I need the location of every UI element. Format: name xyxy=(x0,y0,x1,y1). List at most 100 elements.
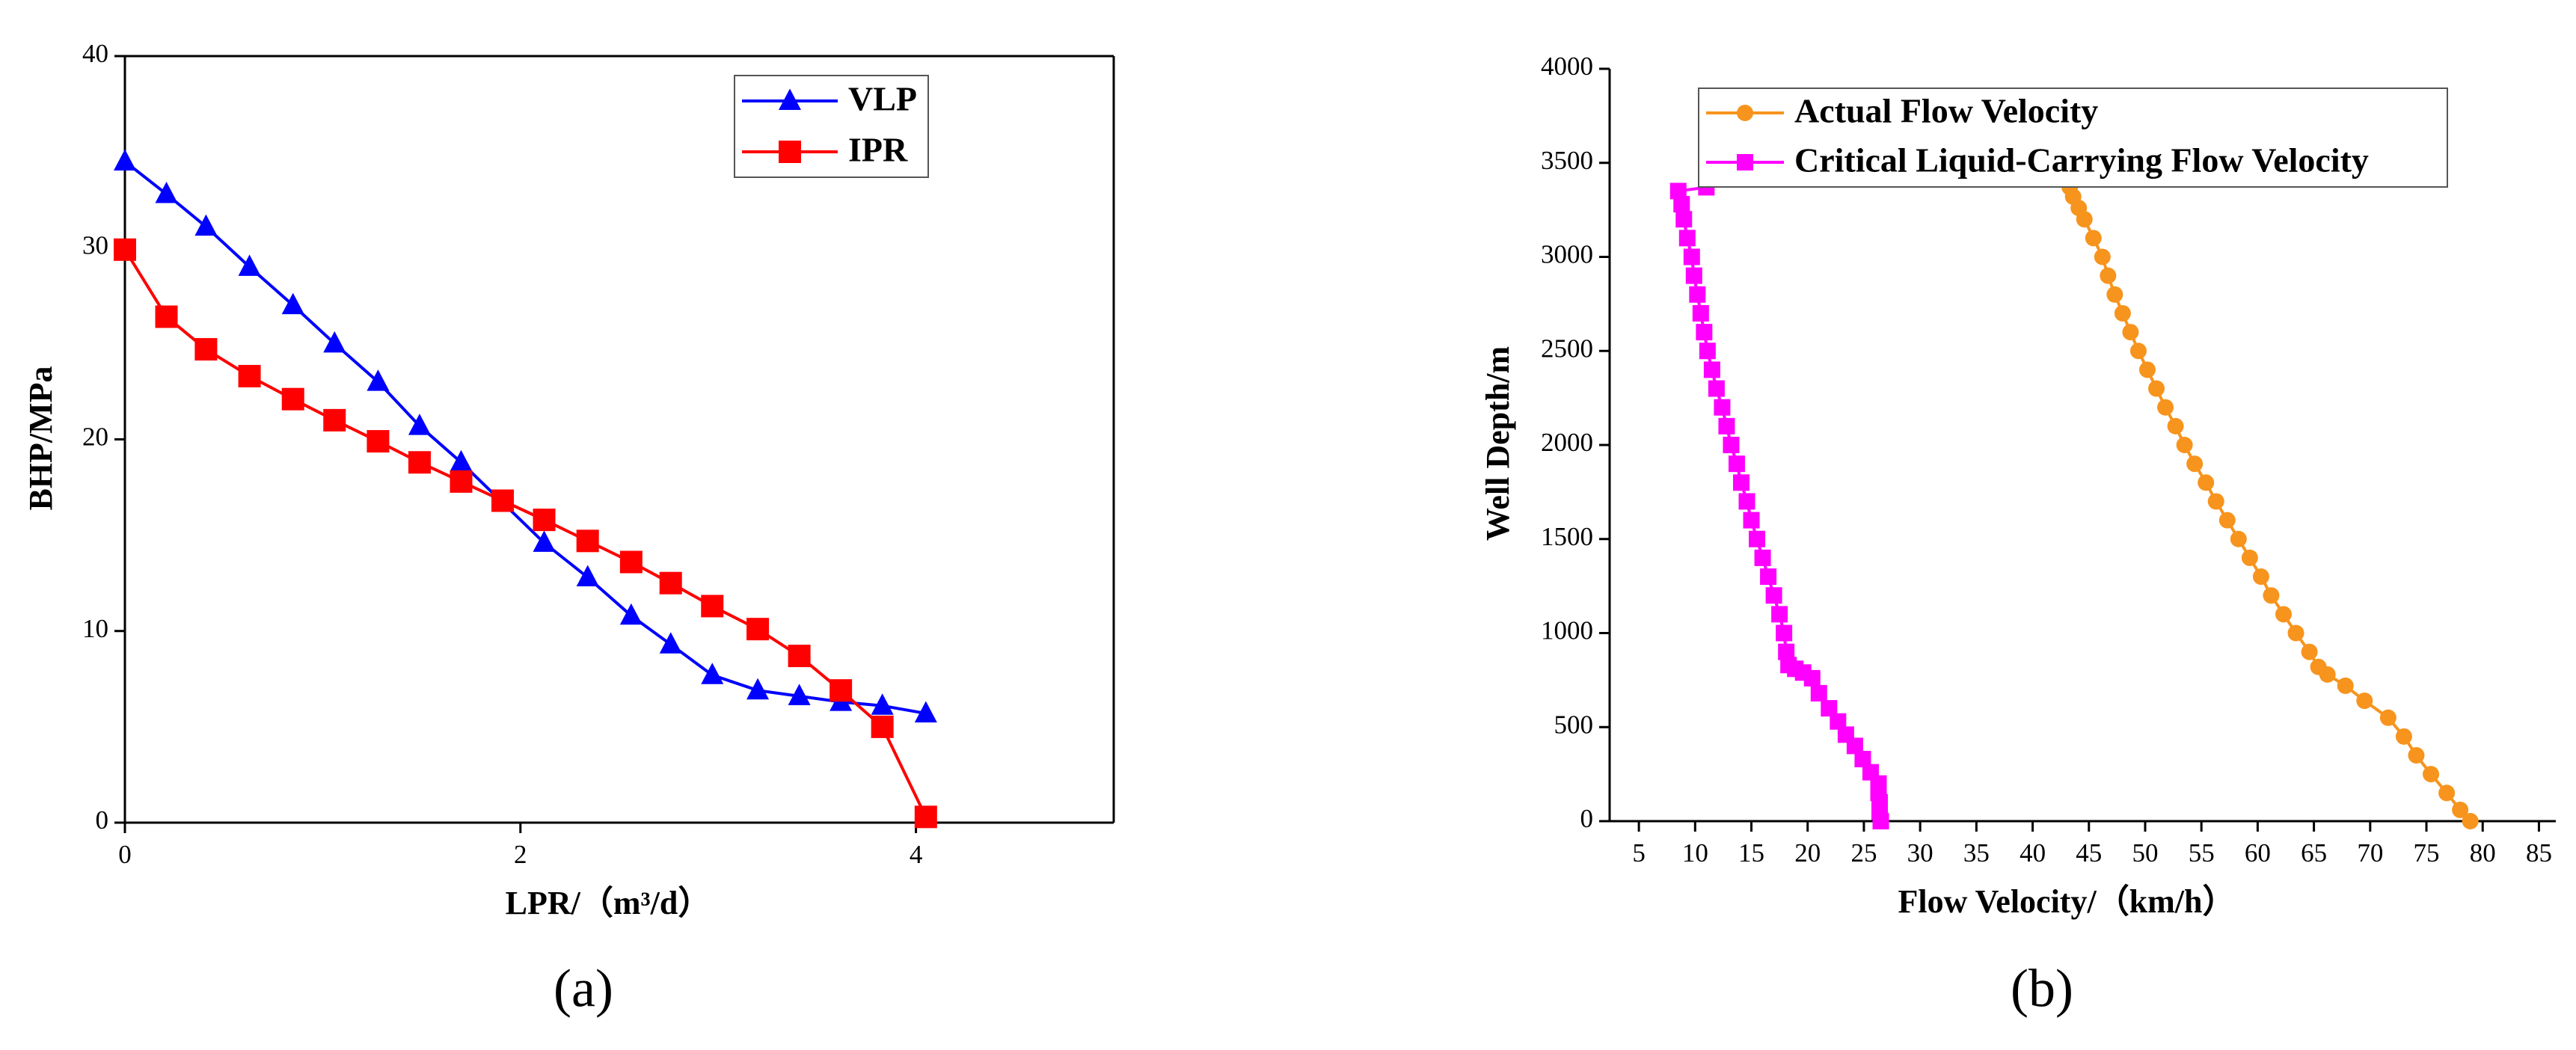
chart: 5 10 15 20 25 30 35 40 45 50 55 60 65 70 75 80 85 0 500 100… xyxy=(1479,52,2556,1019)
marker xyxy=(114,149,136,171)
series-line xyxy=(1676,185,1883,822)
y-tick-label: 3500 xyxy=(1541,146,1593,175)
marker xyxy=(2218,512,2236,529)
marker xyxy=(2395,728,2412,745)
y-tick-label: 10 xyxy=(82,614,108,643)
marker xyxy=(2356,693,2373,710)
marker xyxy=(2452,801,2469,818)
y-tick-label: 1500 xyxy=(1541,522,1593,551)
marker xyxy=(2287,624,2304,642)
x-tick-label: 20 xyxy=(1794,838,1821,868)
x-tick-label: 50 xyxy=(2132,838,2158,868)
caption: (b) xyxy=(2011,959,2073,1019)
marker xyxy=(871,715,894,738)
series-line xyxy=(123,248,927,818)
marker xyxy=(746,678,770,700)
caption: (a) xyxy=(553,959,613,1019)
x-tick-label: 15 xyxy=(1738,838,1764,868)
marker xyxy=(1683,248,1700,265)
marker xyxy=(1685,267,1702,284)
marker xyxy=(155,305,178,328)
marker xyxy=(788,684,811,705)
marker xyxy=(2252,568,2269,586)
marker xyxy=(1780,657,1797,674)
marker xyxy=(746,618,770,641)
marker xyxy=(2148,380,2165,397)
marker xyxy=(367,430,390,453)
marker xyxy=(2176,437,2193,453)
legend-label: VLP xyxy=(848,80,917,118)
marker xyxy=(659,632,682,654)
marker xyxy=(2301,643,2318,660)
marker xyxy=(450,470,473,493)
marker xyxy=(2100,267,2117,284)
x-tick-label: 70 xyxy=(2357,838,2383,868)
marker xyxy=(2106,286,2123,303)
marker xyxy=(1837,726,1854,743)
marker xyxy=(2157,399,2174,416)
marker xyxy=(533,509,556,532)
marker xyxy=(2207,493,2224,510)
marker xyxy=(281,292,304,315)
y-tick-label: 4000 xyxy=(1541,52,1593,81)
marker xyxy=(450,449,473,472)
marker xyxy=(2408,746,2425,764)
marker xyxy=(114,238,136,261)
marker xyxy=(1669,182,1687,200)
marker xyxy=(367,369,390,391)
marker xyxy=(2275,606,2292,623)
marker xyxy=(701,663,724,684)
marker xyxy=(1810,684,1827,701)
marker xyxy=(659,571,682,595)
marker xyxy=(1862,764,1879,781)
marker xyxy=(619,603,643,625)
marker xyxy=(194,214,218,236)
marker xyxy=(1699,343,1716,360)
legend: Actual Flow Velocity Critical Liquid-Carr… xyxy=(1698,88,2448,188)
x-tick-label: 65 xyxy=(2301,838,2327,868)
marker xyxy=(1673,196,1690,213)
marker xyxy=(1723,437,1740,453)
marker xyxy=(1696,324,1713,341)
marker xyxy=(914,701,937,722)
marker xyxy=(1718,417,1735,435)
marker xyxy=(2438,785,2456,802)
x-tick-label: 75 xyxy=(2414,838,2440,868)
marker xyxy=(281,387,304,411)
series-line xyxy=(123,160,927,715)
legend-label: IPR xyxy=(848,131,908,169)
marker xyxy=(2379,709,2396,726)
marker xyxy=(1703,361,1720,378)
y-axis-label: BHP/MPa xyxy=(22,366,59,510)
marker xyxy=(2263,587,2280,604)
marker xyxy=(1776,624,1793,642)
marker xyxy=(2310,658,2327,675)
marker xyxy=(829,679,853,702)
marker xyxy=(408,451,431,474)
x-tick-label: 85 xyxy=(2526,838,2552,868)
marker xyxy=(2230,530,2247,547)
marker xyxy=(155,182,178,203)
legend-label: Actual Flow Velocity xyxy=(1794,92,2098,130)
marker xyxy=(1732,474,1749,491)
legend: VLP IPR xyxy=(734,75,929,178)
x-tick-label: 45 xyxy=(2076,838,2102,868)
marker xyxy=(1714,399,1731,416)
marker xyxy=(1778,643,1795,660)
y-tick-label: 0 xyxy=(96,805,109,835)
marker xyxy=(701,595,724,618)
x-tick-label: 40 xyxy=(2020,838,2046,868)
x-tick-label: 25 xyxy=(1850,838,1877,868)
marker xyxy=(871,693,894,715)
x-tick-label: 10 xyxy=(1682,838,1708,868)
marker xyxy=(2423,766,2440,783)
marker xyxy=(2198,474,2215,491)
marker xyxy=(2114,304,2131,322)
x-tick-label: 35 xyxy=(1963,838,1990,868)
series-line xyxy=(2068,186,2472,823)
marker xyxy=(2085,230,2102,247)
marker xyxy=(238,364,261,387)
marker xyxy=(1760,568,1777,586)
